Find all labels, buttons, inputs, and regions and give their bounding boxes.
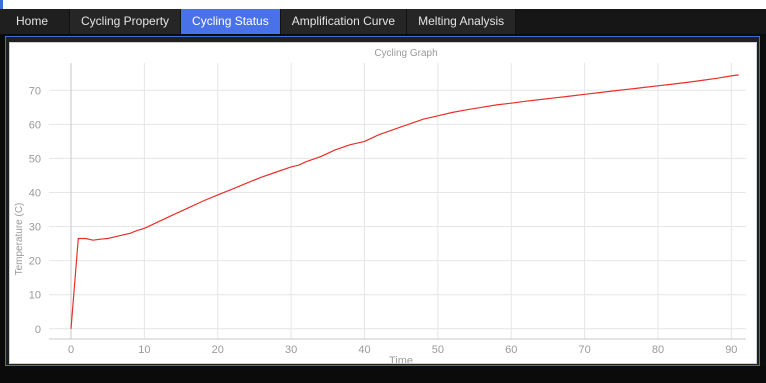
tab-cycling-status[interactable]: Cycling Status [181,9,281,34]
y-tick-label: 10 [29,290,41,302]
cycling-graph-frame: 0 10 20 30 40 50 60 70 80 90 0 10 20 30 40 50 60 70 Cycli… [9,42,757,364]
x-tick-label: 0 [68,344,74,356]
x-tick-label: 20 [212,344,224,356]
y-tick-label: 60 [29,119,41,131]
y-tick-label: 50 [29,153,41,165]
x-tick-label: 80 [652,344,664,356]
y-tick-label: 70 [29,85,41,97]
tab-melting-analysis[interactable]: Melting Analysis [407,9,517,34]
panel-right-edge [761,36,766,366]
tab-cycling-property[interactable]: Cycling Property [70,9,182,34]
x-axis-label: Time [389,355,413,363]
x-tick-label: 50 [432,344,444,356]
chart-title: Cycling Graph [374,48,437,59]
x-tick-label: 70 [578,344,590,356]
x-tick-label: 30 [285,344,297,356]
x-tick-label: 90 [725,344,737,356]
x-tick-label: 60 [505,344,517,356]
grid-lines [49,63,746,339]
tab-home[interactable]: Home [0,9,70,34]
cycling-graph: 0 10 20 30 40 50 60 70 80 90 0 10 20 30 40 50 60 70 Cycli… [14,48,746,363]
y-tick-label: 30 [29,222,41,234]
y-tick-label: 20 [29,256,41,268]
y-tick-label: 0 [35,324,41,336]
status-bar [0,366,766,383]
y-axis-label: Temperature (C) [14,203,25,276]
x-tick-label: 40 [358,344,370,356]
window-top-strip [0,0,766,9]
axes [49,63,746,340]
temperature-series-line [70,74,739,329]
window-edge-accent [0,0,3,9]
y-tick-label: 40 [29,187,41,199]
x-tick-label: 10 [138,344,150,356]
series-layer [70,74,739,329]
tick-labels: 0 10 20 30 40 50 60 70 80 90 0 10 20 30 40 50 60 70 [29,85,738,356]
tab-bar: Home Cycling Property Cycling Status Amp… [0,9,766,34]
tab-amplification-curve[interactable]: Amplification Curve [280,9,408,34]
